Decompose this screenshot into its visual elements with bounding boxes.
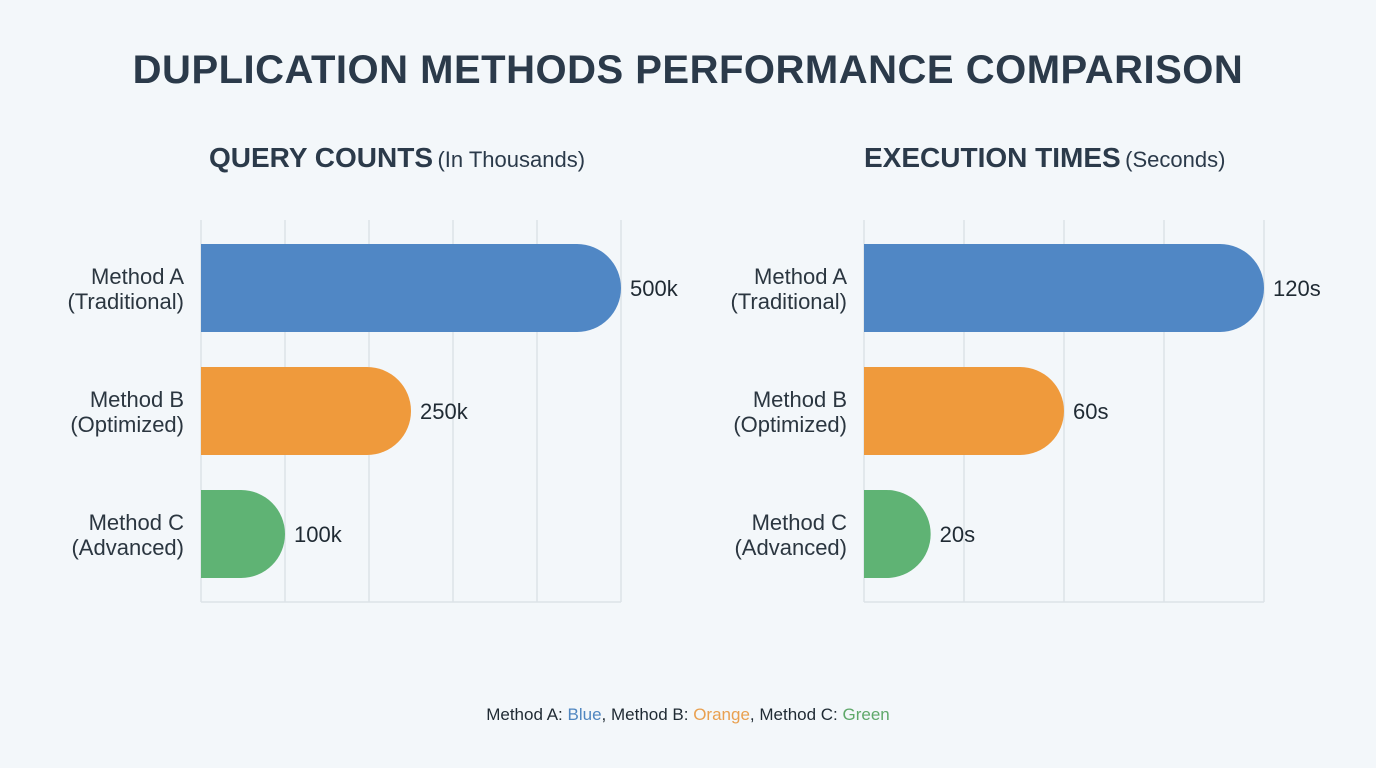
legend-c-color: Green xyxy=(842,705,890,724)
category-label: Method B xyxy=(90,387,184,412)
chart-title: DUPLICATION METHODS PERFORMANCE COMPARIS… xyxy=(132,48,1244,92)
category-label: (Optimized) xyxy=(70,412,184,437)
category-label: Method A xyxy=(754,264,847,289)
query-counts-title: QUERY COUNTS (In Thousands) xyxy=(209,142,585,174)
category-label: (Advanced) xyxy=(71,535,184,560)
legend-a-label: Method A: xyxy=(486,705,568,724)
legend-b-color: Orange xyxy=(693,705,750,724)
category-label: (Optimized) xyxy=(733,412,847,437)
legend: Method A: Blue, Method B: Orange, Method… xyxy=(0,705,1376,725)
data-label: 20s xyxy=(940,522,975,547)
bar xyxy=(864,490,931,578)
data-label: 250k xyxy=(420,399,469,424)
legend-sep: , xyxy=(749,705,760,724)
category-label: (Traditional) xyxy=(67,289,184,314)
category-label: Method C xyxy=(89,510,184,535)
category-label: Method A xyxy=(91,264,184,289)
execution-times-title: EXECUTION TIMES (Seconds) xyxy=(864,142,1225,174)
legend-c-label: Method C: xyxy=(759,705,843,724)
category-label: (Advanced) xyxy=(734,535,847,560)
bar xyxy=(864,367,1064,455)
bar xyxy=(201,367,411,455)
category-label: (Traditional) xyxy=(730,289,847,314)
data-label: 120s xyxy=(1273,276,1321,301)
bar xyxy=(201,490,285,578)
category-label: Method B xyxy=(753,387,847,412)
legend-sep: , xyxy=(601,705,611,724)
category-label: Method C xyxy=(752,510,847,535)
data-label: 60s xyxy=(1073,399,1108,424)
legend-b-label: Method B: xyxy=(610,705,694,724)
execution-times-subtitle: (Seconds) xyxy=(1125,147,1226,172)
legend-a-color: Blue xyxy=(567,705,602,724)
data-label: 500k xyxy=(630,276,679,301)
query-counts-title-text: QUERY COUNTS xyxy=(209,142,434,173)
execution-times-title-text: EXECUTION TIMES xyxy=(864,142,1121,173)
bar xyxy=(201,244,621,332)
bar xyxy=(864,244,1264,332)
data-label: 100k xyxy=(294,522,343,547)
query-counts-subtitle: (In Thousands) xyxy=(437,147,586,172)
